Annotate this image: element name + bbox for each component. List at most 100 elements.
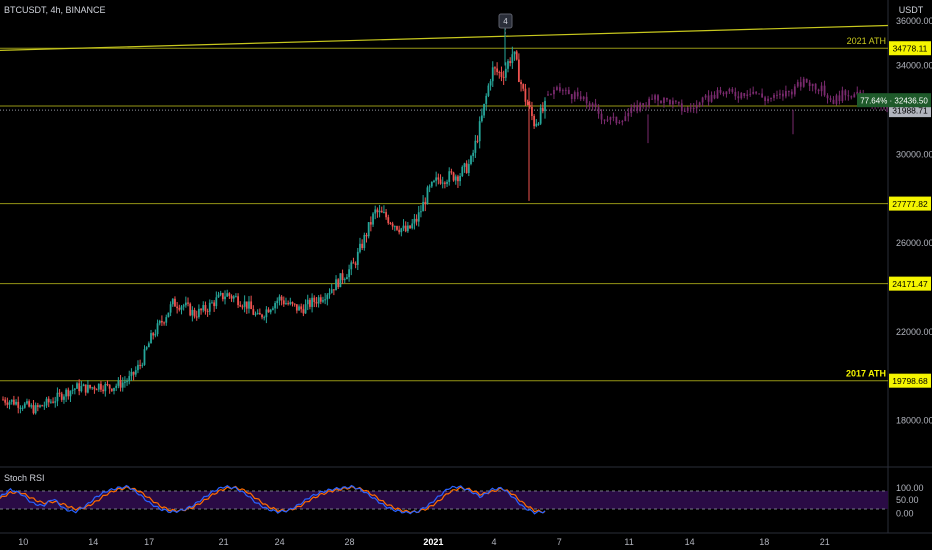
- candle-body[interactable]: [470, 156, 472, 164]
- candle-body[interactable]: [502, 76, 505, 78]
- candle-body[interactable]: [387, 217, 390, 224]
- candle-body[interactable]: [54, 401, 57, 403]
- candle-body[interactable]: [374, 209, 377, 214]
- projection-candle[interactable]: [767, 98, 769, 102]
- candle-body[interactable]: [396, 226, 398, 230]
- projection-candle[interactable]: [728, 89, 731, 92]
- projection-candle[interactable]: [826, 95, 829, 99]
- candle-body[interactable]: [89, 384, 91, 388]
- candle-body[interactable]: [100, 383, 102, 390]
- projection-candle[interactable]: [707, 95, 710, 102]
- candle-body[interactable]: [23, 403, 26, 408]
- projection-candle[interactable]: [561, 90, 564, 92]
- candle-body[interactable]: [509, 61, 512, 64]
- candle-body[interactable]: [117, 380, 120, 386]
- candle-body[interactable]: [367, 222, 370, 237]
- candle-body[interactable]: [341, 273, 344, 281]
- candle-body[interactable]: [63, 396, 65, 400]
- candle-body[interactable]: [130, 371, 133, 377]
- candle-body[interactable]: [313, 297, 316, 303]
- projection-candle[interactable]: [811, 83, 814, 87]
- projection-candle[interactable]: [838, 95, 841, 102]
- projection-candle[interactable]: [669, 99, 671, 105]
- candle-body[interactable]: [178, 308, 181, 310]
- candle-body[interactable]: [193, 309, 196, 317]
- candle-body[interactable]: [106, 383, 109, 385]
- candle-body[interactable]: [354, 263, 357, 265]
- candle-body[interactable]: [322, 300, 324, 302]
- projection-candle[interactable]: [579, 96, 582, 100]
- trendline[interactable]: [0, 24, 889, 51]
- candle-body[interactable]: [539, 107, 542, 124]
- candle-body[interactable]: [41, 405, 44, 407]
- projection-candle[interactable]: [570, 94, 573, 100]
- candle-body[interactable]: [208, 302, 211, 312]
- candle-body[interactable]: [171, 298, 174, 305]
- candle-body[interactable]: [228, 293, 231, 296]
- candle-body[interactable]: [441, 182, 444, 184]
- candle-body[interactable]: [324, 299, 327, 301]
- candle-body[interactable]: [265, 309, 268, 318]
- candle-body[interactable]: [348, 269, 350, 278]
- candle-body[interactable]: [19, 407, 22, 409]
- projection-candle[interactable]: [686, 107, 689, 111]
- candle-body[interactable]: [435, 177, 438, 181]
- projection-candle[interactable]: [841, 90, 844, 102]
- level-price-tag[interactable]: [889, 41, 931, 56]
- candle-body[interactable]: [298, 306, 300, 311]
- candle-body[interactable]: [285, 303, 287, 305]
- projection-candle[interactable]: [820, 85, 823, 92]
- candle-body[interactable]: [315, 302, 318, 304]
- candle-body[interactable]: [343, 279, 346, 281]
- projection-candle[interactable]: [793, 86, 796, 95]
- candle-body[interactable]: [317, 297, 320, 304]
- candle-body[interactable]: [43, 405, 46, 407]
- candle-body[interactable]: [115, 385, 118, 388]
- candle-body[interactable]: [496, 68, 499, 73]
- candle-body[interactable]: [287, 303, 290, 305]
- candle-body[interactable]: [389, 223, 392, 225]
- projection-candle[interactable]: [573, 92, 576, 100]
- candle-body[interactable]: [182, 305, 185, 307]
- projection-candle[interactable]: [832, 99, 835, 104]
- candle-body[interactable]: [187, 302, 189, 304]
- candle-body[interactable]: [428, 186, 431, 188]
- projection-candle[interactable]: [731, 89, 734, 92]
- candle-body[interactable]: [304, 304, 307, 314]
- candle-body[interactable]: [250, 301, 253, 310]
- projection-candle[interactable]: [671, 100, 674, 105]
- candle-body[interactable]: [272, 308, 274, 310]
- projection-candle[interactable]: [805, 78, 808, 83]
- projection-candle[interactable]: [633, 105, 636, 108]
- projection-candle[interactable]: [663, 97, 665, 103]
- candle-body[interactable]: [91, 387, 94, 389]
- candle-body[interactable]: [511, 54, 514, 64]
- candle-body[interactable]: [160, 320, 163, 323]
- candle-body[interactable]: [533, 115, 536, 127]
- candle-body[interactable]: [335, 279, 337, 291]
- projection-candle[interactable]: [802, 78, 805, 87]
- projection-candle[interactable]: [630, 107, 633, 113]
- candle-body[interactable]: [65, 389, 68, 397]
- candle-body[interactable]: [472, 152, 475, 157]
- candle-body[interactable]: [239, 305, 242, 307]
- candle-body[interactable]: [517, 59, 520, 82]
- projection-candle[interactable]: [698, 102, 701, 106]
- candle-body[interactable]: [420, 211, 422, 213]
- candle-body[interactable]: [465, 163, 468, 173]
- candle-body[interactable]: [391, 223, 394, 227]
- candle-body[interactable]: [80, 386, 83, 392]
- candle-body[interactable]: [221, 293, 224, 300]
- candle-body[interactable]: [531, 106, 533, 116]
- projection-candle[interactable]: [582, 96, 585, 100]
- stoch-rsi-d-line[interactable]: [0, 485, 546, 514]
- projection-candle[interactable]: [755, 91, 758, 94]
- candle-body[interactable]: [224, 296, 226, 300]
- candle-body[interactable]: [328, 292, 331, 295]
- candle-body[interactable]: [132, 371, 135, 375]
- candle-body[interactable]: [10, 399, 13, 402]
- candle-body[interactable]: [119, 380, 122, 388]
- candle-body[interactable]: [12, 399, 15, 405]
- projection-candle[interactable]: [612, 116, 615, 118]
